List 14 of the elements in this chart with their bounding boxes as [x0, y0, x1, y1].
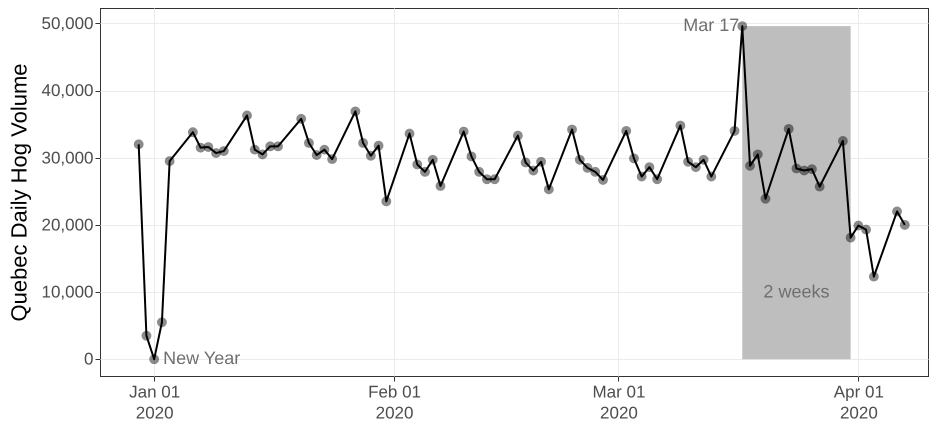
x-tick-label: Apr 01 2020 — [834, 382, 884, 422]
y-tick-label: 40,000 — [42, 81, 94, 100]
band-label: 2 weeks — [763, 281, 830, 302]
x-tick-label: Feb 01 2020 — [368, 382, 422, 422]
annotation: Mar 17 — [683, 15, 740, 36]
y-tick-label: 20,000 — [42, 215, 94, 234]
y-tick-label: 10,000 — [42, 282, 94, 302]
y-tick-label: 0 — [84, 350, 94, 369]
y-axis-title: Quebec Daily Hog Volume — [6, 63, 32, 322]
y-tick-label: 50,000 — [42, 14, 94, 33]
x-tick-label: Jan 01 2020 — [129, 382, 180, 422]
x-tick-label: Mar 01 2020 — [592, 382, 646, 422]
annotation: New Year — [163, 348, 240, 368]
y-tick-label: 30,000 — [42, 148, 94, 168]
